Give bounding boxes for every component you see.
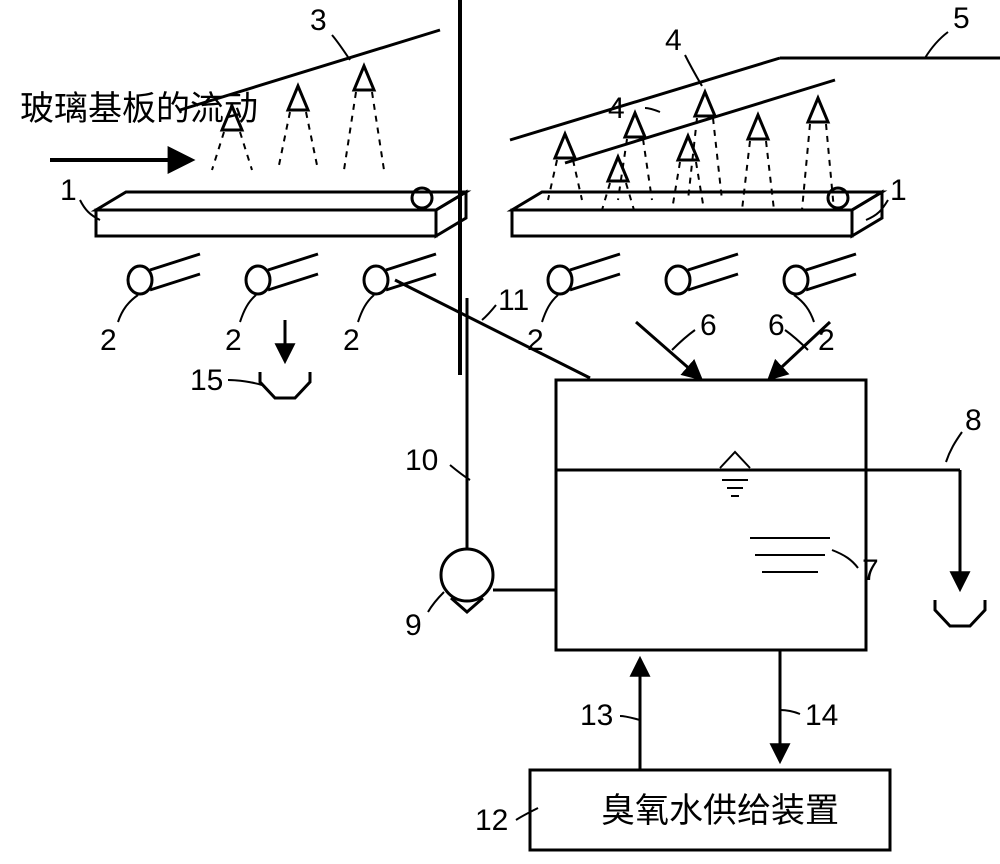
ref-5: 5 [953,2,970,35]
ref-13: 13 [580,699,613,732]
ref-15: 15 [190,364,223,397]
roller [666,254,738,294]
ref-14: 14 [805,699,838,732]
ref-2e: 2 [818,324,835,357]
glass-plate-left [96,192,466,236]
ref-7: 7 [862,554,879,587]
pump-icon [441,549,493,601]
nozzles-left [212,66,384,170]
ozone-pipes [640,650,780,770]
roller [128,254,200,294]
ref-2b: 2 [225,324,242,357]
ref-1b: 1 [890,174,907,207]
roller [364,254,436,294]
roller [548,254,620,294]
manifold-left [180,30,440,110]
ozone-supply-device: 臭氧水供给装置 [530,770,890,850]
ref-4: 4 [665,24,682,57]
manifold-right-1 [510,58,780,140]
ref-9: 9 [405,609,422,642]
ref-6b: 6 [768,309,785,342]
ref-1a: 1 [60,174,77,207]
roller [246,254,318,294]
tank [556,380,866,650]
process-diagram: 玻璃基板的流动 [0,0,1000,864]
ref-3: 3 [310,4,327,37]
ozone-box-label: 臭氧水供给装置 [601,792,839,830]
ref-12: 12 [475,804,508,837]
rollers [128,188,856,294]
ref-10: 10 [405,444,438,477]
ref-11: 11 [498,284,529,317]
ref-6a: 6 [700,309,717,342]
overflow-pipe [866,470,985,626]
nozzle [278,86,318,170]
ref-8: 8 [965,404,982,437]
roller [784,254,856,294]
glass-plate-right [512,192,882,236]
ref-2c: 2 [343,324,360,357]
manifold-right-2 [565,80,835,163]
drain-left [260,320,310,398]
return-arrows-6 [636,322,830,378]
ref-4b: 4 [608,92,625,125]
nozzle [344,66,384,170]
ref-2a: 2 [100,324,117,357]
ref-2d: 2 [527,324,544,357]
